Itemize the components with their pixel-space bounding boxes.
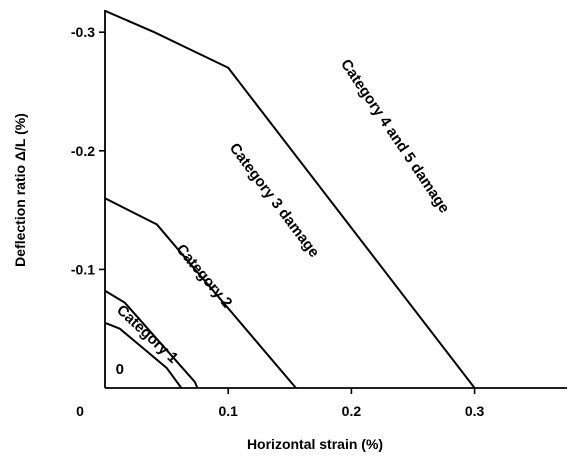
origin-label: 0	[76, 403, 84, 419]
damage-boundary-line-2	[104, 289, 199, 389]
damage-boundary-line-3	[104, 197, 297, 389]
y-axis-title: Deflection ratio Δ/L (%)	[12, 113, 28, 267]
x-axis-title: Horizontal strain (%)	[247, 436, 383, 452]
boundary-lines	[104, 9, 476, 389]
damage-boundary-line-4	[104, 9, 476, 389]
y-tick-label: -0.3	[71, 24, 95, 40]
x-tick-label: 0.2	[342, 403, 362, 419]
region-label: Category 2	[173, 241, 236, 311]
x-tick-label: 0.3	[465, 403, 485, 419]
damage-boundary-line-1	[104, 321, 183, 389]
axis-ticks: 0.1 0.2 0.3 -0.1 -0.2 -0.3	[71, 24, 485, 419]
y-tick-label: -0.1	[71, 261, 95, 277]
region-label: Category 3 damage	[226, 140, 323, 261]
y-tick-label: -0.2	[71, 143, 95, 159]
region-label: 0	[116, 361, 124, 378]
x-tick-label: 0.1	[218, 403, 238, 419]
region-label: Category 4 and 5 damage	[337, 56, 453, 216]
region-label: Category 1	[113, 302, 181, 367]
